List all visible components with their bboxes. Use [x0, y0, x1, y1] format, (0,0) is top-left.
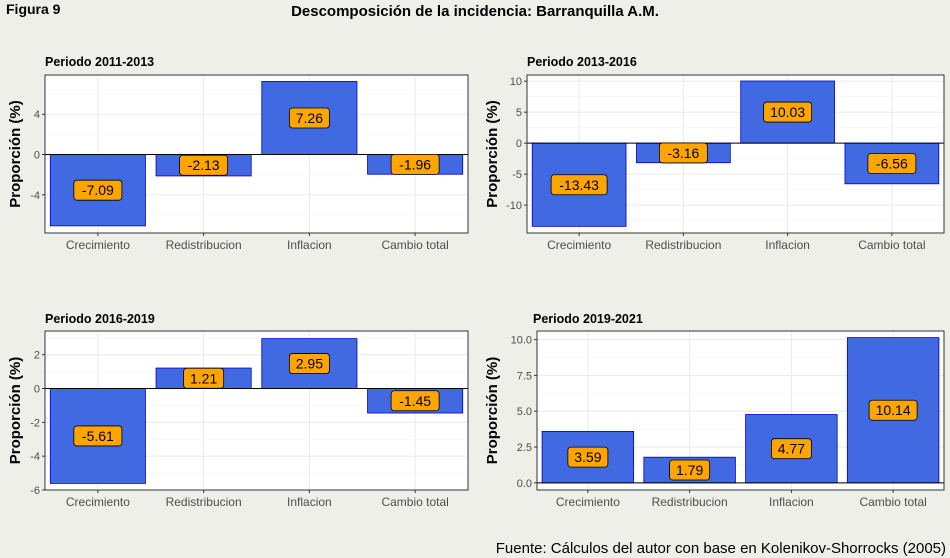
data-label: -1.45: [399, 393, 431, 409]
panel-title: Periodo 2016-2019: [45, 312, 155, 326]
data-label-box: [73, 179, 123, 201]
data-label-box: [669, 459, 711, 481]
data-label: -5.61: [82, 428, 114, 444]
data-label: -7.09: [82, 182, 114, 198]
y-axis-label: Proporción (%): [484, 357, 501, 465]
data-label: -3.16: [667, 145, 699, 161]
data-label-box: [288, 353, 330, 374]
data-label: -1.96: [399, 156, 431, 172]
data-label: -6.56: [876, 155, 908, 171]
y-tick-label: 2: [34, 350, 40, 362]
y-tick-label: -4: [30, 451, 40, 463]
panel-title: Periodo 2011-2013: [45, 55, 154, 69]
x-category-label: Cambio total: [381, 238, 448, 252]
data-label-box: [183, 367, 225, 389]
data-label-box: [867, 153, 917, 174]
y-tick-label: 0.0: [517, 478, 532, 490]
data-label-box: [550, 174, 608, 196]
panel-border: [44, 330, 469, 491]
panel-4: 3.59 1.79 4.77 10.14 0.0 2.5 5.0 7.5 10.0 Crecimi…: [484, 312, 945, 509]
x-category-label: Cambio total: [858, 238, 925, 252]
y-tick-label: -2: [30, 417, 40, 429]
data-label-box: [658, 142, 708, 164]
data-label-box: [288, 107, 330, 129]
y-tick-label: 10: [510, 76, 522, 88]
y-tick-label: -6: [30, 485, 40, 497]
x-category-label: Inflacion: [287, 238, 332, 252]
y-tick-label: 0: [34, 150, 40, 162]
data-label-box: [763, 101, 813, 123]
y-tick-label: -10: [506, 200, 522, 212]
data-label: 10.14: [876, 402, 911, 418]
y-axis-label: Proporción (%): [7, 100, 24, 208]
data-label-box: [868, 399, 918, 421]
x-category-label: Cambio total: [859, 495, 926, 509]
panel-1: -7.09 -2.13 7.26 -1.96 -4 0 4 Crecimiento Redist…: [7, 55, 469, 252]
panel-border: [44, 74, 469, 234]
x-category-label: Inflacion: [769, 495, 814, 509]
data-label: 7.26: [296, 110, 323, 126]
x-category-label: Crecimiento: [547, 238, 611, 252]
y-axis-label: Proporción (%): [7, 357, 24, 465]
data-label: 3.59: [574, 449, 601, 465]
y-tick-label: 7.5: [517, 370, 532, 382]
data-label-box: [567, 446, 609, 468]
panel-border: [526, 74, 945, 234]
panel-border: [536, 330, 945, 491]
y-tick-label: 5: [516, 107, 522, 119]
data-label-box: [390, 390, 440, 412]
figure-label: Figura 9: [6, 1, 61, 17]
y-tick-label: 0: [34, 384, 40, 396]
data-label: 1.21: [190, 370, 217, 386]
panel-title: Periodo 2019-2021: [533, 312, 643, 326]
data-label: 2.95: [296, 356, 323, 372]
x-category-label: Crecimiento: [66, 238, 130, 252]
y-tick-label: -5: [512, 169, 522, 181]
x-category-label: Redistribucion: [652, 495, 728, 509]
y-tick-label: 4: [34, 109, 40, 121]
data-label: 10.03: [770, 104, 805, 120]
y-tick-label: 0: [516, 138, 522, 150]
x-category-label: Inflacion: [765, 238, 810, 252]
y-tick-label: -4: [30, 190, 40, 202]
y-tick-label: 5.0: [517, 406, 532, 418]
data-label-box: [770, 438, 812, 460]
data-label-box: [73, 425, 123, 447]
y-tick-label: 2.5: [517, 442, 532, 454]
y-tick-label: 10.0: [511, 335, 532, 347]
source-note: Fuente: Cálculos del autor con base en K…: [495, 540, 946, 557]
data-label: -13.43: [559, 177, 599, 193]
panel-title: Periodo 2013-2016: [527, 55, 637, 69]
x-category-label: Redistribucion: [166, 495, 242, 509]
x-category-label: Redistribucion: [166, 238, 242, 252]
x-category-label: Cambio total: [381, 495, 448, 509]
data-label-box: [390, 153, 440, 175]
x-category-label: Inflacion: [287, 495, 332, 509]
panel-2: -13.43 -3.16 10.03 -6.56 -10 -5 0 5 10 Crecimient…: [484, 55, 945, 252]
data-label: 1.79: [676, 462, 703, 478]
panel-3: -5.61 1.21 2.95 -1.45 -6 -4 -2 0 2 Crecimiento Red…: [7, 312, 469, 509]
y-axis-label: Proporción (%): [484, 100, 501, 208]
x-category-label: Crecimiento: [556, 495, 620, 509]
data-label: -2.13: [188, 157, 220, 173]
data-label-box: [179, 154, 229, 176]
x-category-label: Redistribucion: [645, 238, 721, 252]
main-title: Descomposición de la incidencia: Barranq…: [291, 3, 659, 20]
data-label: 4.77: [778, 441, 805, 457]
x-category-label: Crecimiento: [66, 495, 130, 509]
